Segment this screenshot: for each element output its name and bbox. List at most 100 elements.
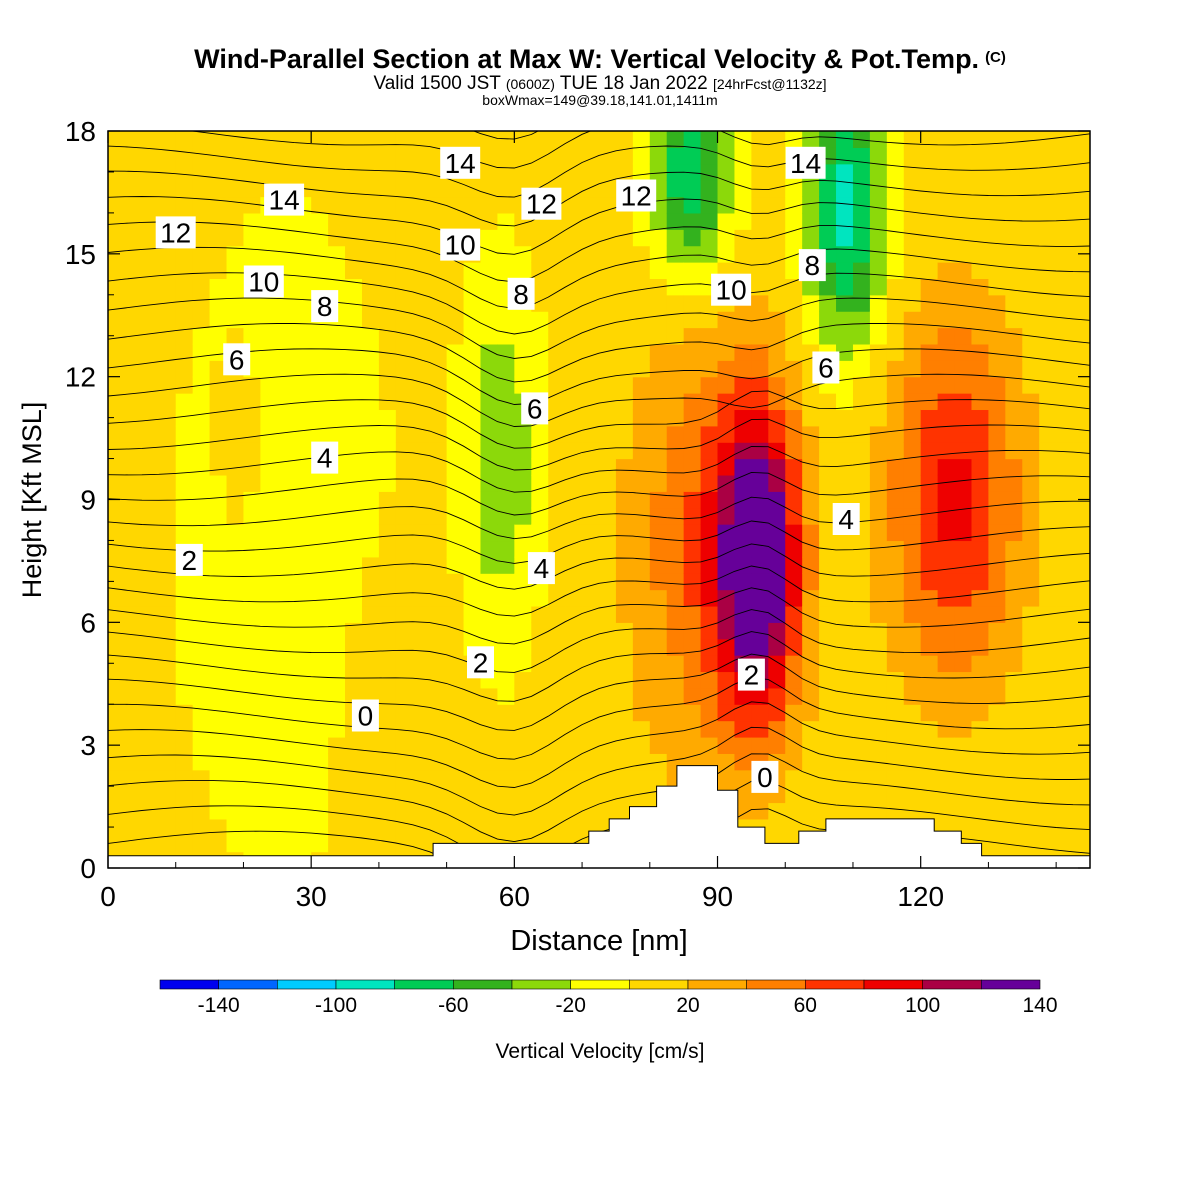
w-cell: [1022, 802, 1040, 820]
w-cell: [632, 311, 651, 329]
w-cell: [243, 835, 261, 853]
contour-label: 8: [507, 277, 535, 310]
w-cell: [971, 262, 990, 279]
w-cell: [209, 556, 228, 574]
w-cell: [869, 704, 888, 722]
w-cell: [328, 704, 346, 722]
w-cell: [836, 605, 854, 623]
w-cell: [666, 262, 685, 279]
w-cell: [429, 589, 448, 607]
w-cell: [920, 491, 939, 509]
w-cell: [920, 311, 939, 329]
w-cell: [328, 507, 346, 525]
w-cell: [395, 163, 414, 181]
w-cell: [1056, 687, 1074, 705]
w-cell: [311, 524, 329, 542]
w-cell: [869, 491, 888, 509]
w-cell: [141, 376, 160, 394]
w-cell: [175, 343, 194, 361]
w-cell: [226, 753, 245, 771]
w-cell: [412, 720, 431, 738]
w-cell: [700, 671, 719, 689]
w-cell: [429, 343, 448, 361]
w-cell: [463, 196, 482, 214]
w-cell: [937, 343, 956, 361]
w-cell: [345, 491, 363, 509]
w-cell: [819, 474, 837, 492]
w-cell: [480, 704, 499, 722]
w-cell: [124, 622, 143, 640]
w-cell: [1056, 327, 1074, 345]
w-cell: [971, 704, 990, 722]
w-cell: [852, 245, 871, 263]
w-cell: [920, 540, 939, 558]
w-cell: [988, 556, 1006, 574]
contour-label: 2: [737, 658, 765, 691]
w-cell: [869, 474, 888, 492]
w-cell: [988, 376, 1006, 394]
w-cell: [361, 818, 380, 836]
w-cell: [480, 409, 499, 427]
w-cell: [277, 507, 295, 525]
w-cell: [260, 212, 278, 230]
w-cell: [869, 393, 888, 411]
w-cell: [226, 589, 245, 607]
w-cell: [141, 786, 160, 804]
w-cell: [328, 687, 346, 705]
w-cell: [734, 376, 752, 394]
w-cell: [700, 163, 719, 181]
w-cell: [412, 802, 431, 820]
w-cell: [700, 524, 719, 542]
w-cell: [785, 687, 803, 705]
w-cell: [378, 147, 397, 165]
w-cell: [124, 540, 143, 558]
contour-label-bg: [711, 273, 752, 306]
w-cell: [565, 524, 583, 542]
valid-date: TUE 18 Jan 2022: [559, 73, 708, 94]
w-cell: [209, 343, 228, 361]
w-cell: [565, 474, 583, 492]
contour-label-text: 2: [182, 545, 198, 576]
w-cell: [903, 294, 922, 312]
w-cell: [937, 311, 956, 329]
w-cell: [497, 671, 515, 689]
w-cell: [751, 196, 769, 214]
w-cell: [717, 425, 736, 443]
w-cell: [446, 671, 465, 689]
w-cell: [226, 376, 245, 394]
w-cell: [1073, 327, 1090, 345]
w-cell: [920, 131, 939, 148]
w-cell: [548, 262, 566, 279]
w-cell: [649, 474, 668, 492]
w-cell: [666, 638, 685, 656]
w-cell: [988, 507, 1006, 525]
w-cell: [1005, 589, 1023, 607]
w-cell: [531, 802, 549, 820]
w-cell: [175, 425, 194, 443]
contour-label-text: 4: [838, 504, 854, 535]
w-cell: [768, 163, 786, 181]
w-cell: [869, 262, 888, 279]
w-cell: [158, 589, 177, 607]
w-cell: [412, 229, 431, 247]
w-cell: [412, 196, 431, 214]
contour-label-bg: [507, 277, 535, 310]
w-cell: [971, 196, 990, 214]
w-cell: [294, 425, 312, 443]
w-cell: [1005, 262, 1023, 279]
w-cell: [361, 524, 380, 542]
w-cell: [988, 671, 1006, 689]
w-cell: [108, 589, 126, 607]
w-cell: [480, 376, 499, 394]
w-cell: [937, 409, 956, 427]
w-cell: [192, 638, 211, 656]
theta-contour: [108, 446, 1090, 493]
w-cell: [226, 507, 245, 525]
w-cell: [852, 655, 871, 673]
w-cell: [514, 262, 532, 279]
w-cell: [886, 409, 905, 427]
w-cell: [632, 753, 651, 771]
w-cell: [852, 311, 871, 329]
w-cell: [1022, 229, 1040, 247]
w-cell: [378, 311, 397, 329]
